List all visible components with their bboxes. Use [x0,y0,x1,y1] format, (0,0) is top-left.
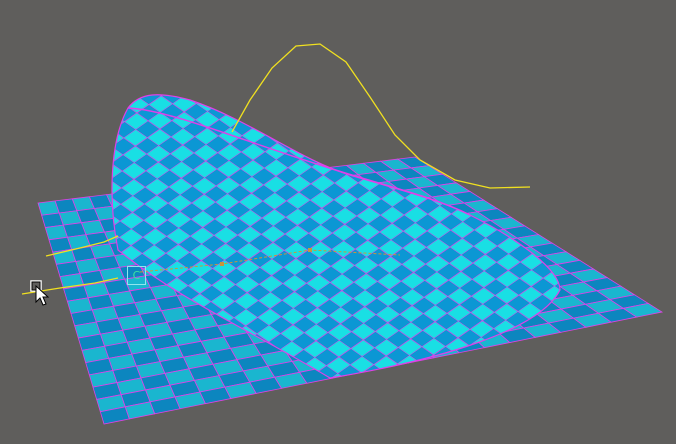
control-polygon[interactable] [139,249,401,273]
control-point[interactable] [308,248,312,252]
bump-ridge-curve [127,107,471,216]
arrow-cursor-icon [30,280,50,306]
plane-face [622,302,664,318]
control-point[interactable] [220,262,224,266]
point-label: C [127,266,146,285]
section-curve-upper[interactable] [45,235,119,257]
profile-curve[interactable] [231,43,531,189]
